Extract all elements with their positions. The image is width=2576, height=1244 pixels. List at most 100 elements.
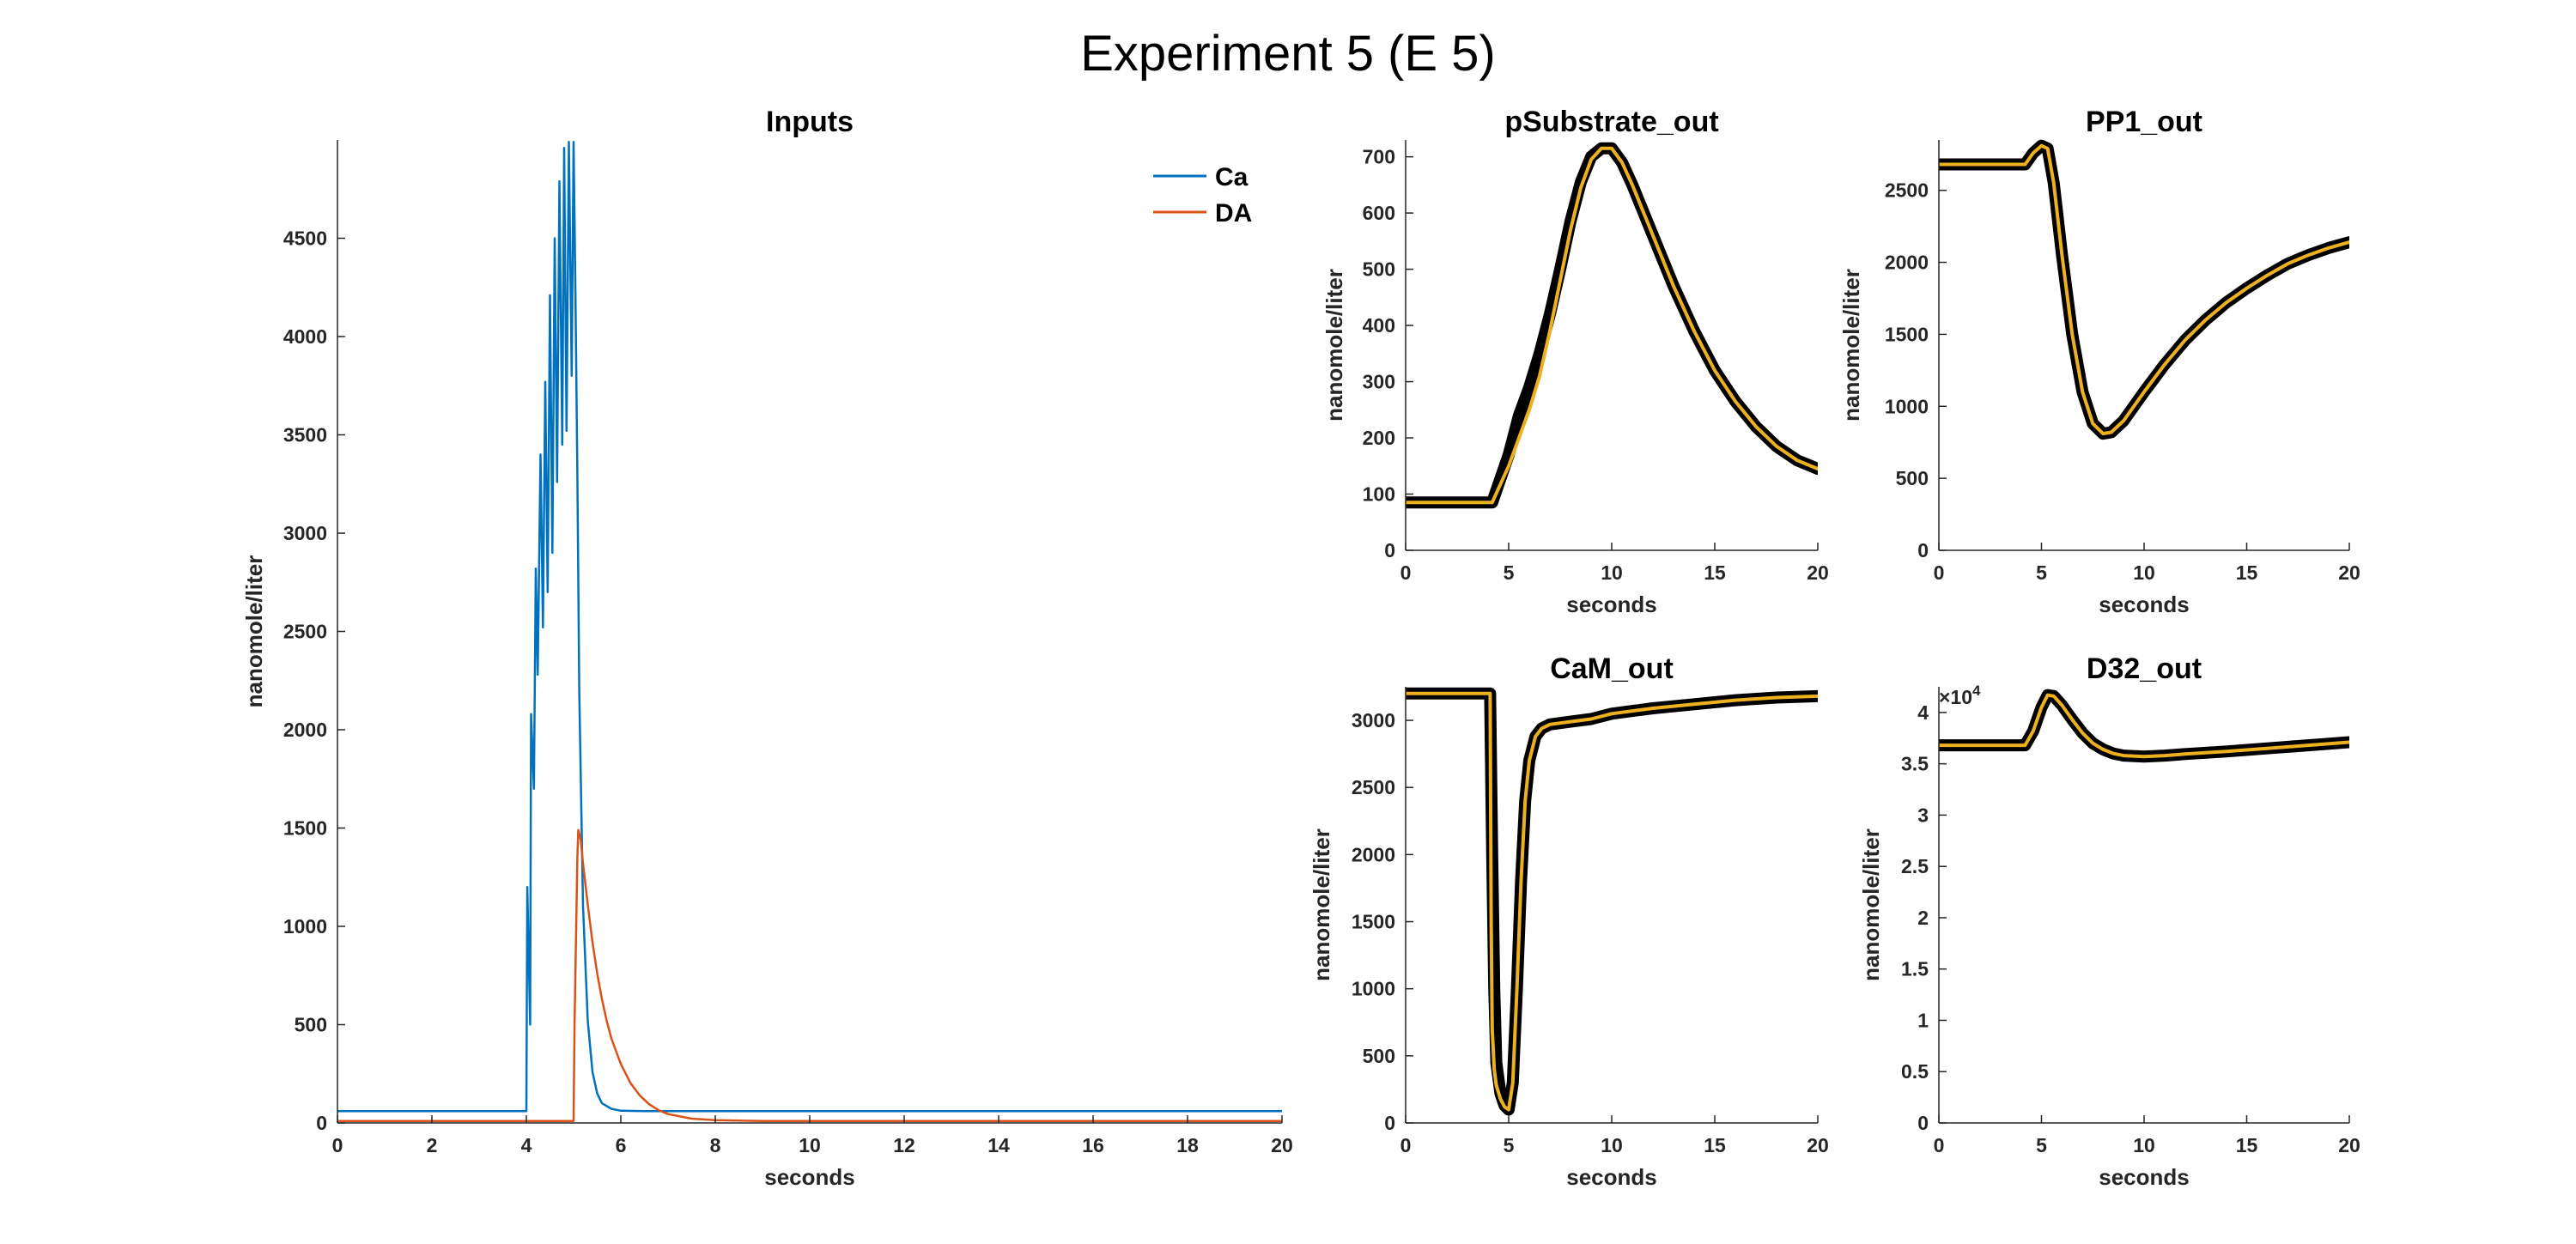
x-tick-label: 10 <box>2133 1134 2155 1156</box>
x-tick-label: 4 <box>521 1134 532 1156</box>
y-tick-label: 1500 <box>1352 911 1395 933</box>
axes-title: Inputs <box>766 106 854 138</box>
y-tick-label: 1000 <box>283 915 327 938</box>
series-line-cam-0 <box>1406 687 1818 1116</box>
y-tick-label: 2000 <box>283 719 327 741</box>
series-line-d32-1 <box>1939 693 2349 759</box>
x-tick-label: 10 <box>799 1134 821 1156</box>
axes-title: D32_out <box>2087 652 2202 685</box>
y-tick-label: 2500 <box>283 621 327 643</box>
y-tick-label: 700 <box>1363 146 1395 168</box>
y-tick-label: 4500 <box>283 228 327 250</box>
x-tick-label: 15 <box>2236 561 2258 584</box>
x-tick-label: 5 <box>1504 1134 1515 1156</box>
exponent-power: 4 <box>1972 683 1981 699</box>
x-tick-label: 18 <box>1176 1134 1199 1156</box>
series-line-pp1-1 <box>1939 143 2349 436</box>
x-tick-label: 0 <box>1400 561 1412 584</box>
y-tick-label: 3000 <box>283 522 327 544</box>
y-tick-label: 2500 <box>1352 776 1395 798</box>
x-tick-label: 6 <box>616 1134 627 1156</box>
y-tick-label: 2500 <box>1885 179 1929 202</box>
y-tick-label: 1500 <box>1885 323 1929 345</box>
x-tick-label: 15 <box>1704 561 1726 584</box>
y-tick-label: 2000 <box>1885 252 1929 274</box>
y-tick-label: 500 <box>295 1014 327 1036</box>
y-tick-label: 100 <box>1363 483 1395 506</box>
y-tick-label: 0 <box>1917 1112 1929 1134</box>
axes-title: CaM_out <box>1550 652 1674 685</box>
exponent-label: ×104 <box>1939 683 1981 708</box>
y-tick-label: 600 <box>1363 202 1395 224</box>
axes-cam: 0 5 10 15 20 0 500 1000 1500 2000 2500 3000 CaM_outs… <box>1309 652 1829 1190</box>
x-tick-label: 20 <box>1271 1134 1293 1156</box>
exponent-base: ×10 <box>1939 686 1972 708</box>
plot-area <box>1406 687 1818 1116</box>
x-axis-label: seconds <box>1566 592 1657 617</box>
axes-title: pSubstrate_out <box>1504 106 1718 138</box>
plot-area <box>1939 689 2349 763</box>
x-tick-label: 5 <box>2036 1134 2047 1156</box>
axes-inputs: 0 2 4 6 8 10 12 14 16 18 20 0 500 1000 1500 2000 2500 300… <box>241 106 1293 1190</box>
x-tick-label: 20 <box>1807 561 1829 584</box>
axes-d32: 0 5 10 15 20 0 0.5 1 1.5 2 2.5 3 3.5 4×104 D32_outseco… <box>1858 652 2360 1190</box>
y-tick-label: 3500 <box>283 424 327 446</box>
x-tick-label: 5 <box>1504 561 1515 584</box>
plot-area <box>1939 139 2349 440</box>
x-tick-label: 0 <box>332 1134 343 1156</box>
legend-label-da: DA <box>1215 199 1252 228</box>
series-line-cam-1 <box>1406 691 1818 1112</box>
x-tick-label: 16 <box>1082 1134 1104 1156</box>
y-tick-label: 0 <box>316 1112 327 1134</box>
y-tick-label: 0 <box>1384 539 1395 561</box>
y-tick-label: 500 <box>1363 258 1395 281</box>
plot-area <box>337 141 1282 1122</box>
series-line-psubstrate-1 <box>1406 146 1818 505</box>
legend: Ca DA <box>1153 163 1252 228</box>
x-tick-label: 0 <box>1934 1134 1945 1156</box>
y-tick-label: 3.5 <box>1901 753 1929 775</box>
axes-pp1: 0 5 10 15 20 0 500 1000 1500 2000 2500 PP1_outsecon… <box>1838 106 2360 617</box>
axes-title: PP1_out <box>2086 106 2202 138</box>
y-tick-label: 500 <box>1896 467 1929 489</box>
x-tick-label: 15 <box>2236 1134 2258 1156</box>
y-tick-label: 2 <box>1917 907 1929 929</box>
x-tick-label: 15 <box>1704 1134 1726 1156</box>
y-axis-label: nanomole/liter <box>1309 828 1334 981</box>
x-axis-label: seconds <box>1566 1164 1657 1190</box>
y-tick-label: 2.5 <box>1901 855 1929 877</box>
x-axis-label: seconds <box>2099 1164 2190 1190</box>
x-tick-label: 2 <box>427 1134 438 1156</box>
y-tick-label: 0 <box>1917 539 1929 561</box>
y-tick-label: 400 <box>1363 314 1395 337</box>
legend-label-ca: Ca <box>1215 163 1249 191</box>
x-tick-label: 10 <box>1601 1134 1623 1156</box>
x-tick-label: 5 <box>2036 561 2047 584</box>
x-tick-label: 8 <box>710 1134 721 1156</box>
plot-area <box>1406 142 1818 509</box>
x-tick-label: 10 <box>2133 561 2155 584</box>
y-tick-label: 0 <box>1384 1112 1395 1134</box>
x-tick-label: 20 <box>2338 561 2360 584</box>
series-line-psubstrate-0 <box>1406 142 1818 509</box>
x-tick-label: 20 <box>2338 1134 2360 1156</box>
y-tick-label: 300 <box>1363 371 1395 393</box>
figure-title: Experiment 5 (E 5) <box>1080 26 1496 82</box>
y-tick-label: 1 <box>1917 1009 1929 1031</box>
x-tick-label: 0 <box>1934 561 1945 584</box>
y-tick-label: 3 <box>1917 804 1929 826</box>
y-axis-label: nanomole/liter <box>241 555 267 708</box>
y-tick-label: 200 <box>1363 427 1395 449</box>
x-tick-label: 10 <box>1601 561 1623 584</box>
x-axis-label: seconds <box>2099 592 2190 617</box>
y-axis-label: nanomole/liter <box>1838 269 1864 422</box>
y-axis-label: nanomole/liter <box>1321 269 1347 422</box>
y-tick-label: 1.5 <box>1901 958 1929 980</box>
series-line-inputs-1 <box>337 828 1282 1122</box>
y-tick-label: 3000 <box>1352 709 1395 731</box>
y-tick-label: 0.5 <box>1901 1060 1929 1083</box>
y-tick-label: 1500 <box>283 817 327 840</box>
y-tick-label: 1000 <box>1885 395 1929 417</box>
y-tick-label: 500 <box>1363 1045 1395 1067</box>
